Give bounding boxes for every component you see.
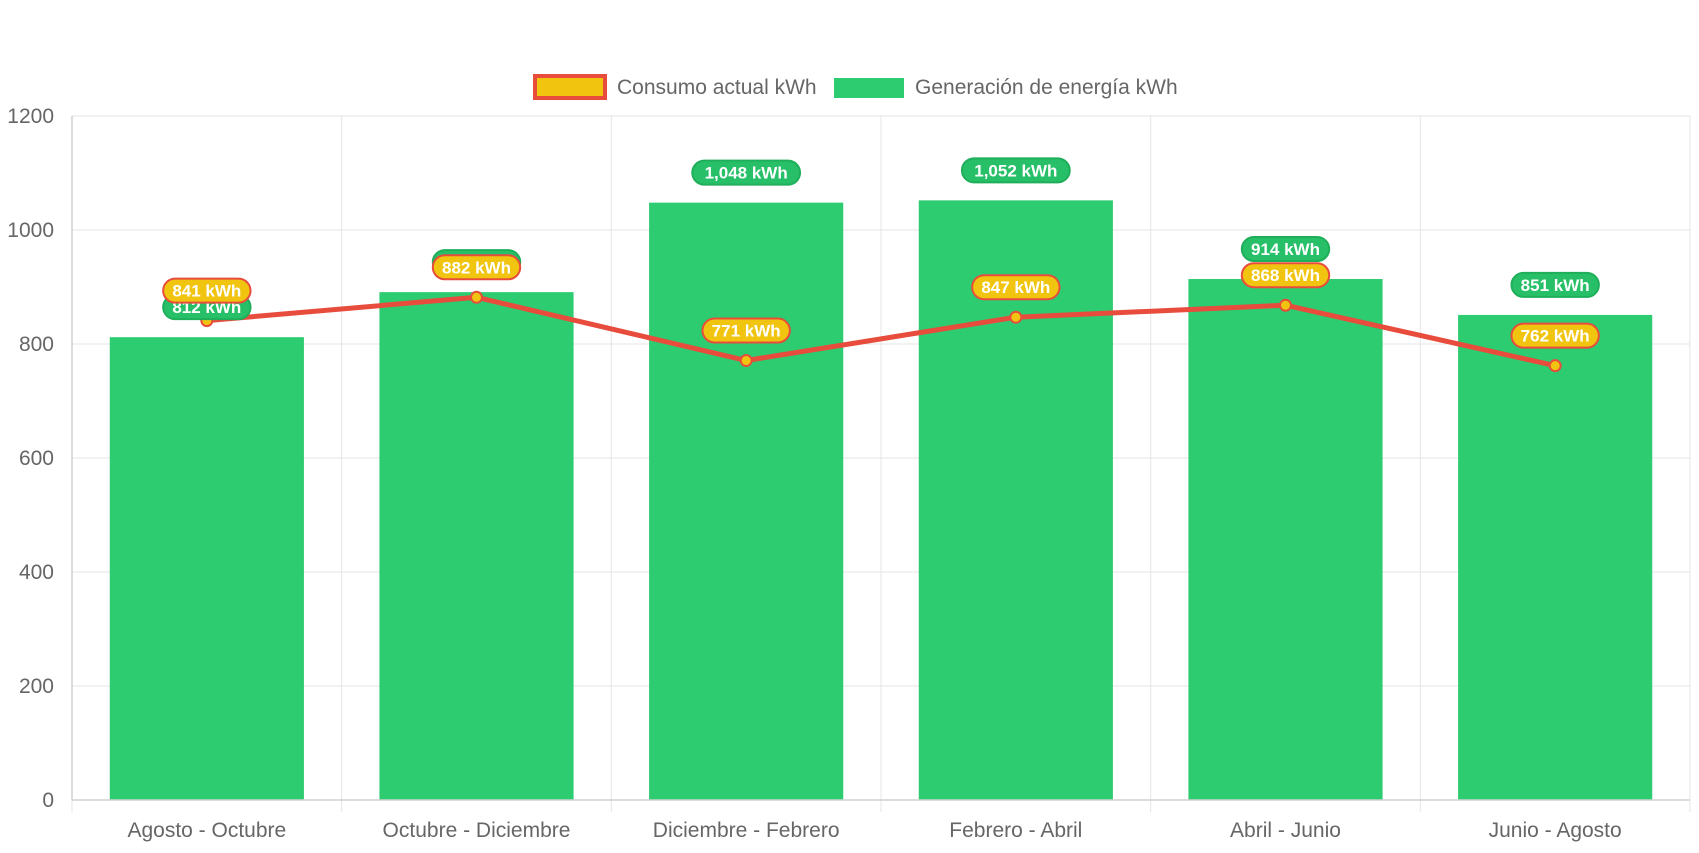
consumption-data-label-bg [1510,322,1600,349]
consumption-data-label-text: 847 kWh [981,278,1050,297]
consumption-data-label-bg [431,254,522,281]
generation-data-label-bg [960,157,1071,184]
consumption-data-label-text: 762 kWh [1521,327,1590,346]
x-tick-label: Diciembre - Febrero [653,819,840,842]
generation-data-label-bg [691,159,802,186]
generation-bar [109,337,304,800]
x-tick-label: Junio - Agosto [1489,819,1622,842]
consumption-point [1009,310,1023,324]
consumption-data-label-bg [971,274,1061,301]
consumption-data-label-text: 868 kWh [1251,266,1320,285]
y-tick-label: 1200 [7,105,54,128]
generation-bar [649,202,844,800]
consumption-point [739,354,753,368]
consumption-data-label: 841 kWh [162,277,252,304]
legend-label-generacion: Generación de energía kWh [915,76,1178,99]
generation-data-label: 914 kWh [1240,236,1331,263]
x-tick-label: Abril - Junio [1230,819,1341,842]
consumption-point [470,290,483,304]
y-tick-label: 800 [19,333,54,356]
legend-swatch-consumo [533,74,607,100]
generation-bar [1458,314,1653,800]
consumption-data-label-bg [162,277,252,304]
x-tick-label: Octubre - Diciembre [383,819,571,842]
consumption-point [1279,298,1292,312]
grid [71,115,1691,812]
consumption-data-label: 882 kWh [431,254,522,281]
x-tick-label: Febrero - Abril [949,819,1082,842]
consumption-polyline [206,294,1556,369]
y-tick-label: 0 [42,789,54,812]
y-tick-label: 400 [19,561,54,584]
consumption-data-label: 762 kWh [1510,322,1600,349]
legend-item-generacion[interactable]: Generación de energía kWh [834,76,1178,99]
consumption-data-label-text: 841 kWh [172,282,241,301]
consumption-data-label-text: 771 kWh [712,322,781,341]
generation-data-label: 1,048 kWh [691,159,802,186]
generation-data-label-text: 851 kWh [1521,276,1590,295]
consumption-point [1548,359,1562,373]
generation-data-label: 851 kWh [1510,271,1600,298]
y-tick-label: 200 [19,675,54,698]
legend-label-consumo: Consumo actual kWh [617,76,817,99]
consumption-line [200,290,1562,373]
y-tick-label: 1000 [7,219,54,242]
generation-bar [1188,279,1383,800]
x-tick-label: Agosto - Octubre [127,819,286,842]
y-tick-label: 600 [19,447,54,470]
generation-data-label: 1,052 kWh [960,157,1071,184]
generation-data-label-text: 914 kWh [1251,240,1320,259]
consumption-data-label: 868 kWh [1240,262,1331,289]
consumption-data-label-bg [701,317,791,344]
generation-data-label-text: 1,048 kWh [705,164,788,183]
generation-bar [918,200,1113,801]
generation-data-label-bg [1510,271,1600,298]
axes: 0 200 400 600 800 1000 1200 Agosto - Octubre Oct… [7,105,1690,842]
generation-data-label-text: 1,052 kWh [974,161,1057,180]
legend[interactable]: Consumo actual kWh Generación de energía… [533,74,1178,100]
generation-data-label-bg [1240,236,1331,263]
legend-swatch-generacion [834,78,904,98]
consumption-data-label: 771 kWh [701,317,791,344]
consumption-data-label-bg [1240,262,1331,289]
consumption-data-label: 847 kWh [971,274,1061,301]
generation-bar [379,292,574,800]
legend-item-consumo[interactable]: Consumo actual kWh [533,74,817,100]
consumption-data-label-text: 882 kWh [442,258,511,277]
generation-bars [109,200,1653,801]
